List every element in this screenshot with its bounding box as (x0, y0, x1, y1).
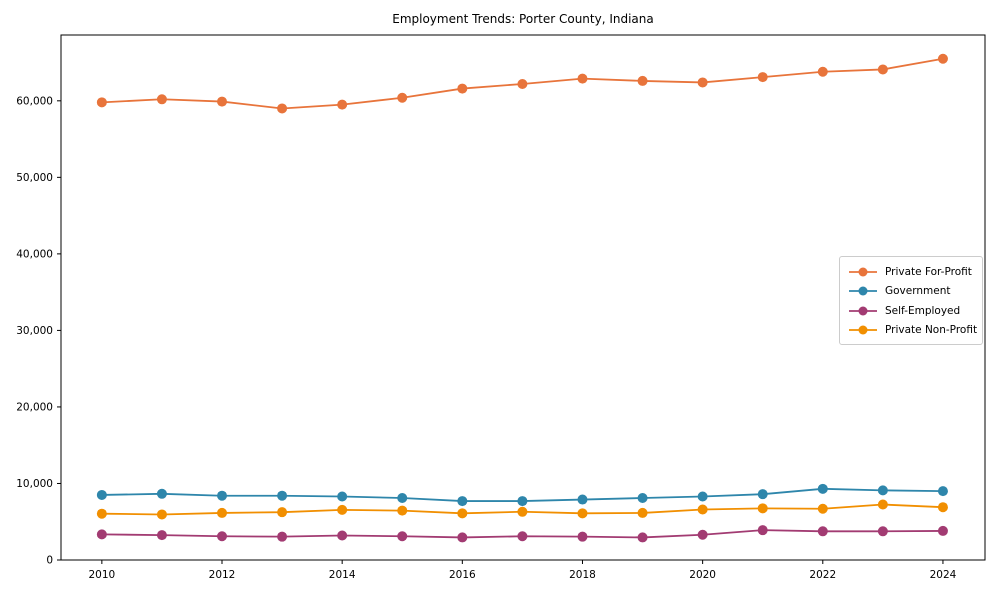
y-axis-tick-label: 30,000 (16, 325, 53, 337)
data-point-private-non-profit-2011 (156, 509, 167, 520)
y-axis-tick-label: 0 (46, 555, 53, 567)
y-axis-tick-label: 20,000 (16, 401, 53, 413)
data-point-private-non-profit-2014 (337, 504, 348, 515)
data-point-government-2022 (817, 483, 828, 494)
x-axis-tick-label: 2024 (930, 569, 957, 581)
legend-marker-icon (858, 306, 868, 316)
legend-marker-icon (858, 286, 868, 296)
x-axis-tick-label: 2020 (689, 569, 716, 581)
x-axis-tick-label: 2022 (809, 569, 836, 581)
legend-item-private-non-profit: Private Non-Profit (848, 321, 978, 341)
legend-item-label: Self-Employed (885, 304, 961, 317)
x-axis-tick-label: 2014 (329, 569, 356, 581)
data-point-private-non-profit-2023 (877, 499, 888, 510)
legend-item-label: Private Non-Profit (885, 324, 978, 337)
legend-line-marker-icon (849, 306, 877, 316)
data-point-government-2016 (457, 496, 468, 507)
data-point-government-2015 (397, 493, 408, 504)
y-axis-tick-label: 10,000 (16, 478, 53, 490)
data-point-government-2018 (577, 494, 588, 505)
data-point-private-non-profit-2024 (937, 502, 948, 513)
data-point-private-non-profit-2021 (757, 503, 768, 514)
data-point-private-for-profit-2017 (517, 78, 528, 89)
data-point-private-non-profit-2016 (457, 508, 468, 519)
data-point-private-for-profit-2019 (637, 75, 648, 86)
plot-border (60, 34, 986, 561)
data-point-government-2019 (637, 493, 648, 504)
data-point-self-employed-2015 (397, 531, 408, 542)
x-axis-tick-label: 2016 (449, 569, 476, 581)
data-point-self-employed-2022 (817, 526, 828, 537)
y-axis-tick-label: 40,000 (16, 248, 53, 260)
data-point-private-non-profit-2017 (517, 506, 528, 517)
data-point-private-non-profit-2013 (277, 507, 288, 518)
chart-title: Employment Trends: Porter County, Indian… (392, 12, 654, 26)
data-point-private-for-profit-2022 (817, 66, 828, 77)
data-point-self-employed-2017 (517, 531, 528, 542)
data-point-private-for-profit-2010 (96, 97, 107, 108)
data-point-government-2017 (517, 496, 528, 507)
data-point-private-non-profit-2012 (217, 507, 228, 518)
data-point-self-employed-2012 (217, 531, 228, 542)
data-point-private-for-profit-2013 (277, 103, 288, 114)
x-axis-tick-label: 2012 (209, 569, 236, 581)
data-point-private-non-profit-2018 (577, 508, 588, 519)
data-point-self-employed-2019 (637, 532, 648, 543)
legend-line-marker-icon (849, 267, 877, 277)
data-point-private-for-profit-2021 (757, 72, 768, 83)
data-point-government-2011 (156, 488, 167, 499)
legend-item-private-for-profit: Private For-Profit (848, 262, 976, 282)
data-point-private-for-profit-2011 (156, 94, 167, 105)
data-point-private-for-profit-2015 (397, 92, 408, 103)
data-point-government-2012 (217, 490, 228, 501)
data-point-self-employed-2018 (577, 531, 588, 542)
data-point-self-employed-2013 (277, 531, 288, 542)
legend-marker-icon (858, 325, 868, 335)
x-axis-tick-label: 2018 (569, 569, 596, 581)
data-point-private-for-profit-2020 (697, 77, 708, 88)
y-axis-tick-label: 50,000 (16, 172, 53, 184)
legend-item-government: Government (848, 282, 976, 302)
data-point-self-employed-2020 (697, 529, 708, 540)
legend-item-label: Private For-Profit (885, 265, 972, 278)
data-point-government-2023 (877, 485, 888, 496)
data-point-government-2024 (937, 486, 948, 497)
legend: Private For-Profit Government Self-Employe… (839, 256, 983, 345)
legend-item-self-employed: Self-Employed (848, 301, 976, 321)
data-point-private-for-profit-2016 (457, 83, 468, 94)
data-point-private-non-profit-2019 (637, 507, 648, 518)
y-axis-tick-label: 60,000 (16, 95, 53, 107)
legend-line-marker-icon (849, 325, 877, 335)
data-point-self-employed-2016 (457, 532, 468, 543)
data-point-self-employed-2021 (757, 525, 768, 536)
data-point-government-2021 (757, 489, 768, 500)
data-point-private-for-profit-2014 (337, 99, 348, 110)
data-point-private-for-profit-2023 (877, 64, 888, 75)
data-point-private-for-profit-2018 (577, 73, 588, 84)
data-point-self-employed-2011 (156, 530, 167, 541)
data-point-self-employed-2024 (937, 525, 948, 536)
data-point-self-employed-2023 (877, 526, 888, 537)
data-point-government-2014 (337, 491, 348, 502)
data-point-private-for-profit-2024 (937, 53, 948, 64)
legend-marker-icon (858, 267, 868, 277)
data-point-government-2020 (697, 491, 708, 502)
x-axis-tick-label: 2010 (88, 569, 115, 581)
data-point-private-for-profit-2012 (217, 96, 228, 107)
legend-item-label: Government (885, 285, 951, 298)
data-point-private-non-profit-2010 (96, 508, 107, 519)
data-point-self-employed-2010 (96, 529, 107, 540)
data-point-private-non-profit-2022 (817, 503, 828, 514)
legend-line-marker-icon (849, 286, 877, 296)
data-point-private-non-profit-2015 (397, 505, 408, 516)
data-point-government-2013 (277, 490, 288, 501)
data-point-self-employed-2014 (337, 530, 348, 541)
data-point-private-non-profit-2020 (697, 504, 708, 515)
data-point-government-2010 (96, 489, 107, 500)
